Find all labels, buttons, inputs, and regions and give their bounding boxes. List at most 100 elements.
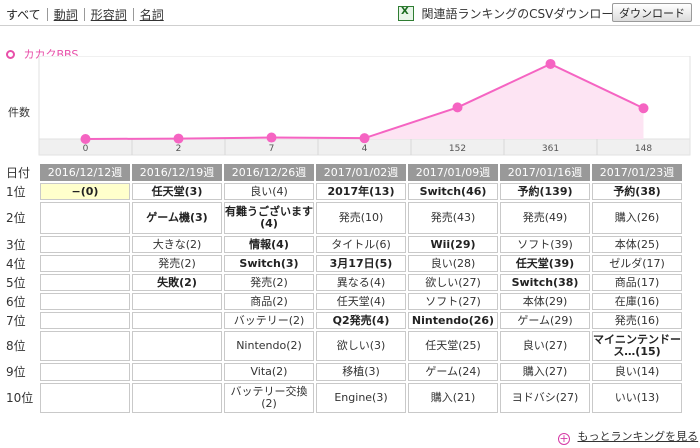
keyword-cell[interactable]: 購入(27) xyxy=(500,363,590,381)
keyword-cell[interactable]: バッテリー(2) xyxy=(224,312,314,329)
table-row: 6位 商品(2) 任天堂(4) ソフト(27) 本体(29) 在庫(16) xyxy=(6,293,682,310)
keyword-cell[interactable]: 良い(28) xyxy=(408,255,498,272)
keyword-cell[interactable]: Vita(2) xyxy=(224,363,314,381)
keyword-cell[interactable]: 2017年(13) xyxy=(316,183,406,200)
mentions-area-chart: 0 2 7 4 152 361 148 xyxy=(38,56,691,156)
keyword-cell[interactable]: 良い(27) xyxy=(500,331,590,361)
keyword-cell[interactable]: 商品(17) xyxy=(592,274,682,291)
keyword-cell[interactable]: 本体(25) xyxy=(592,236,682,253)
keyword-cell[interactable]: −(0) xyxy=(40,183,130,200)
data-value-label: 0 xyxy=(83,144,89,154)
plus-circle-icon: + xyxy=(558,432,570,445)
keyword-cell[interactable]: 3月17日(5) xyxy=(316,255,406,272)
keyword-cell xyxy=(40,255,130,272)
table-row: 1位 −(0) 任天堂(3) 良い(4) 2017年(13) Switch(46) 予約(1… xyxy=(6,183,682,200)
keyword-cell xyxy=(132,331,222,361)
keyword-cell[interactable]: ゼルダ(17) xyxy=(592,255,682,272)
keyword-cell[interactable]: 発売(2) xyxy=(224,274,314,291)
keyword-cell[interactable]: Engine(3) xyxy=(316,383,406,413)
keyword-cell xyxy=(40,312,130,329)
keyword-cell[interactable]: 任天堂(25) xyxy=(408,331,498,361)
keyword-cell[interactable]: ゲーム(29) xyxy=(500,312,590,329)
keyword-cell[interactable]: 任天堂(39) xyxy=(500,255,590,272)
data-point xyxy=(638,103,649,114)
keyword-cell[interactable]: 発売(16) xyxy=(592,312,682,329)
chart-y-label: 件数 xyxy=(8,106,30,119)
table-row: 7位 バッテリー(2) Q2発売(4) Nintendo(26) ゲーム(29) 発売(1… xyxy=(6,312,682,329)
keyword-cell[interactable]: 購入(21) xyxy=(408,383,498,413)
more-ranking-link-area[interactable]: + もっとランキングを見る xyxy=(558,428,698,445)
keyword-cell[interactable]: Switch(38) xyxy=(500,274,590,291)
keyword-cell[interactable]: Nintendo(26) xyxy=(408,312,498,329)
keyword-cell xyxy=(40,331,130,361)
week-header: 2017/01/23週 xyxy=(592,164,682,181)
keyword-cell[interactable]: 異なる(4) xyxy=(316,274,406,291)
data-value-label: 7 xyxy=(269,144,275,154)
keyword-cell[interactable]: いい(13) xyxy=(592,383,682,413)
week-header: 2016/12/12週 xyxy=(40,164,130,181)
ranking-table: 日付 2016/12/12週 2016/12/19週 2016/12/26週 2017/… xyxy=(4,162,684,415)
keyword-cell[interactable]: 任天堂(4) xyxy=(316,293,406,310)
keyword-cell[interactable]: 発売(43) xyxy=(408,202,498,234)
rank-label: 6位 xyxy=(6,294,26,309)
circle-bullet-icon xyxy=(6,50,15,59)
tab-3[interactable]: 名詞 xyxy=(139,8,164,22)
keyword-cell[interactable]: 良い(14) xyxy=(592,363,682,381)
csv-download-label: 関連語ランキングのCSVダウンロード xyxy=(421,7,626,21)
keyword-cell[interactable]: ゲーム機(3) xyxy=(132,202,222,234)
week-header: 2016/12/19週 xyxy=(132,164,222,181)
keyword-cell[interactable]: Wii(29) xyxy=(408,236,498,253)
keyword-cell[interactable]: 欲しい(3) xyxy=(316,331,406,361)
keyword-cell xyxy=(132,312,222,329)
table-row: 10位 バッテリー交換(2) Engine(3) 購入(21) ヨドバシ(27) いい(1… xyxy=(6,383,682,413)
keyword-cell[interactable]: 良い(4) xyxy=(224,183,314,200)
data-value-label: 152 xyxy=(449,144,466,154)
keyword-cell[interactable]: 欲しい(27) xyxy=(408,274,498,291)
keyword-cell[interactable]: Switch(46) xyxy=(408,183,498,200)
keyword-cell[interactable]: 情報(4) xyxy=(224,236,314,253)
keyword-cell[interactable]: 発売(2) xyxy=(132,255,222,272)
keyword-cell[interactable]: 本体(29) xyxy=(500,293,590,310)
keyword-cell[interactable]: ソフト(39) xyxy=(500,236,590,253)
download-button[interactable]: ダウンロード xyxy=(612,3,692,22)
keyword-cell[interactable]: Switch(3) xyxy=(224,255,314,272)
keyword-cell[interactable]: 有難うございます(4) xyxy=(224,202,314,234)
keyword-cell[interactable]: 発売(49) xyxy=(500,202,590,234)
keyword-cell[interactable]: ソフト(27) xyxy=(408,293,498,310)
table-row: 2位 ゲーム機(3) 有難うございます(4) 発売(10) 発売(43) 発売(49) 購入… xyxy=(6,202,682,234)
table-row: 9位 Vita(2) 移植(3) ゲーム(24) 購入(27) 良い(14) xyxy=(6,363,682,381)
keyword-cell[interactable]: 大きな(2) xyxy=(132,236,222,253)
keyword-cell[interactable]: マイニンテンドース…(15) xyxy=(592,331,682,361)
keyword-cell[interactable]: 商品(2) xyxy=(224,293,314,310)
keyword-cell[interactable]: 予約(139) xyxy=(500,183,590,200)
keyword-cell[interactable]: 失敗(2) xyxy=(132,274,222,291)
data-point xyxy=(452,102,463,113)
keyword-cell[interactable]: バッテリー交換(2) xyxy=(224,383,314,413)
more-ranking-link[interactable]: もっとランキングを見る xyxy=(577,430,699,443)
keyword-cell[interactable]: Q2発売(4) xyxy=(316,312,406,329)
week-header: 2017/01/09週 xyxy=(408,164,498,181)
keyword-cell[interactable]: 在庫(16) xyxy=(592,293,682,310)
tab-2[interactable]: 形容詞 xyxy=(90,8,127,22)
tab-0[interactable]: すべて xyxy=(6,8,41,22)
keyword-cell[interactable]: 発売(10) xyxy=(316,202,406,234)
keyword-cell xyxy=(40,363,130,381)
excel-file-icon: X xyxy=(398,6,414,21)
date-header-label: 日付 xyxy=(6,165,31,180)
keyword-cell[interactable]: ゲーム(24) xyxy=(408,363,498,381)
tab-1[interactable]: 動詞 xyxy=(53,8,78,22)
data-value-label: 4 xyxy=(362,144,368,154)
data-point xyxy=(266,132,277,143)
week-header: 2017/01/16週 xyxy=(500,164,590,181)
keyword-cell[interactable]: ヨドバシ(27) xyxy=(500,383,590,413)
area-fill xyxy=(85,63,644,140)
keyword-cell[interactable]: 任天堂(3) xyxy=(132,183,222,200)
rank-label: 2位 xyxy=(6,211,26,225)
keyword-cell[interactable]: 購入(26) xyxy=(592,202,682,234)
keyword-cell[interactable]: タイトル(6) xyxy=(316,236,406,253)
keyword-cell[interactable]: 予約(38) xyxy=(592,183,682,200)
keyword-cell[interactable]: 移植(3) xyxy=(316,363,406,381)
data-value-label: 361 xyxy=(542,144,559,154)
rank-label: 3位 xyxy=(6,237,26,252)
keyword-cell[interactable]: Nintendo(2) xyxy=(224,331,314,361)
